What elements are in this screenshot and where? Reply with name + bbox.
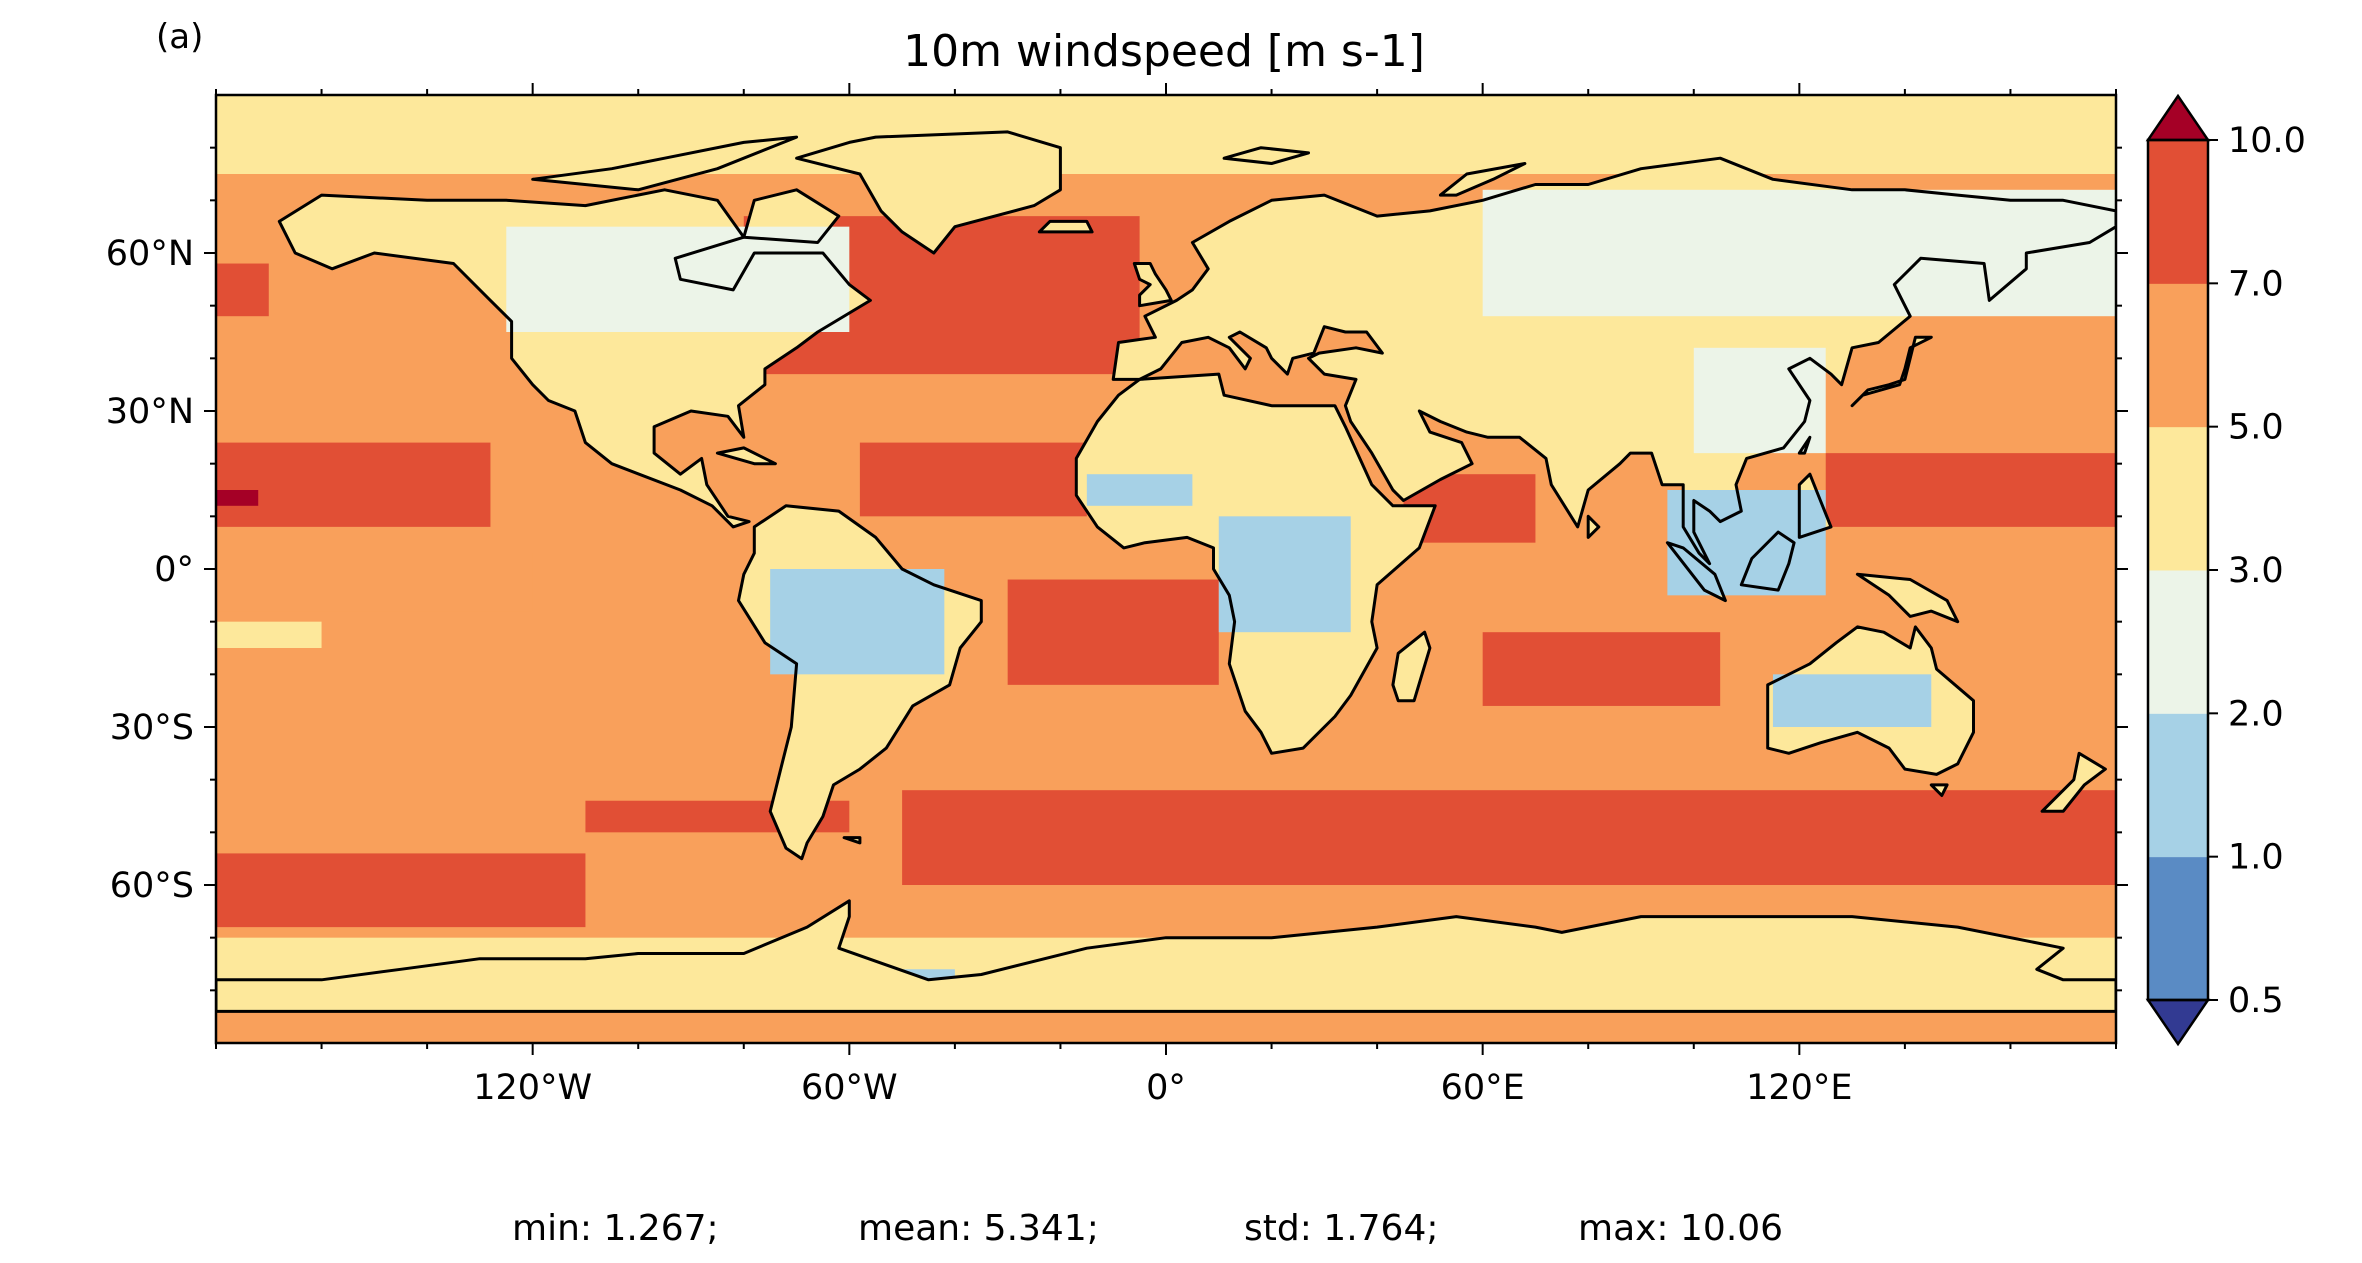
zone-tropical-pacific-warm xyxy=(216,621,322,648)
land-cuba xyxy=(717,447,776,464)
coastline-tasmania xyxy=(1929,783,1949,797)
land-new-guinea xyxy=(1857,574,1958,622)
zone-atlantic-trades xyxy=(859,442,1087,517)
coastline-madagascar xyxy=(1391,630,1432,703)
coastline-new-zealand xyxy=(2040,751,2107,813)
colorbar-tick-label: 0.5 xyxy=(2228,981,2284,1021)
coastline-japan xyxy=(1850,335,1933,408)
stat-std: std: 1.764; xyxy=(1244,1208,1438,1249)
land-zone-amazon-basin xyxy=(770,569,945,675)
x-tick-label: 60°E xyxy=(1441,1068,1525,1108)
colorbar-tick-label: 5.0 xyxy=(2228,408,2284,448)
zone-hawaii-max xyxy=(216,490,259,506)
coastline-new-guinea xyxy=(1855,572,1960,624)
stat-max: max: 10.06 xyxy=(1578,1208,1783,1249)
coastline-greenland xyxy=(795,130,1062,255)
zone-equatorial-pacific-calm xyxy=(216,553,533,612)
land-sri-lanka xyxy=(1588,516,1599,538)
map-title: 10m windspeed [m s-1] xyxy=(903,26,1425,77)
land-north-america xyxy=(279,189,871,527)
y-axis: 60°N 30°N 0° 30°S 60°S xyxy=(106,146,2128,992)
land-zone-australia-interior xyxy=(1772,674,1932,727)
map-area xyxy=(216,95,2116,1043)
stats-line: min: 1.267; mean: 5.341; std: 1.764; max… xyxy=(512,1208,1783,1249)
x-tick-label: 60°W xyxy=(801,1068,898,1108)
zone-indian-ocean-trades xyxy=(1482,632,1721,706)
colorbar-tick-label: 2.0 xyxy=(2228,694,2284,734)
y-tick-label: 30°S xyxy=(110,708,194,748)
land-ellesmere-islands xyxy=(532,137,797,190)
coastlines xyxy=(216,130,2116,1013)
coastline-cuba xyxy=(715,446,777,466)
zone-south-pacific-storm-track xyxy=(216,853,586,928)
colorbar-tick-label: 7.0 xyxy=(2228,264,2284,304)
zone-west-pacific-trades xyxy=(1825,453,2116,527)
colorbar-segment xyxy=(2148,713,2208,858)
zone-north-pacific-storm-track xyxy=(216,263,269,317)
coastline-antarctica xyxy=(216,899,2116,1013)
colorbar-under-extend xyxy=(2145,998,2211,1047)
x-axis: 120°W 60°W 0° 60°E 120°E xyxy=(215,83,2117,1108)
colorbar-segment xyxy=(2148,856,2208,1001)
land-wind-zones xyxy=(506,189,2116,727)
y-tick-label: 30°N xyxy=(106,392,194,432)
x-tick-label: 120°W xyxy=(473,1068,592,1108)
colorbar-segment xyxy=(2148,570,2208,714)
zone-arctic-ocean xyxy=(216,95,2116,174)
coastline-philippines xyxy=(1797,472,1833,539)
coastline-sri-lanka xyxy=(1586,514,1601,539)
colorbar-tick-label: 1.0 xyxy=(2228,838,2284,878)
land-antarctica xyxy=(216,900,2116,1012)
land-iceland xyxy=(1039,221,1093,232)
y-tick-label: 60°S xyxy=(110,866,194,906)
coastline-borneo xyxy=(1739,530,1796,592)
stat-min: min: 1.267; xyxy=(512,1208,719,1249)
colorbar-over-extend xyxy=(2145,93,2211,142)
land-zone-china xyxy=(1693,347,1826,454)
x-tick-label: 120°E xyxy=(1746,1068,1852,1108)
colorbar: 0.5 1.0 2.0 3.0 5.0 7.0 10.0 xyxy=(2145,93,2306,1047)
land-zone-siberia xyxy=(1482,189,2116,317)
zone-southern-ocean-band xyxy=(902,790,2116,885)
coastline-taiwan xyxy=(1797,435,1812,455)
colorbar-segment xyxy=(2148,283,2208,428)
coastline-ellesmere-islands xyxy=(531,135,799,192)
zone-north-pacific-trades xyxy=(216,442,491,527)
coastline-eurasia xyxy=(1111,156,2116,566)
coastline-sumatra xyxy=(1665,541,1727,603)
land-uk xyxy=(1134,263,1172,306)
land-greenland xyxy=(796,131,1061,253)
coastline-iceland xyxy=(1037,219,1094,234)
land-novaya-zemlya xyxy=(1440,163,1525,196)
coastline-falklands xyxy=(842,836,862,845)
land-zone-sahel-west xyxy=(1086,474,1193,506)
coastline-north-america xyxy=(277,188,872,529)
colorbar-tick-label: 3.0 xyxy=(2228,551,2284,591)
coastline-uk xyxy=(1132,262,1173,308)
zone-south-atlantic-trades xyxy=(1007,579,1219,685)
colorbar-tick-label: 10.0 xyxy=(2228,121,2306,161)
y-tick-label: 60°N xyxy=(106,234,194,274)
land-zone-canada-boreal xyxy=(506,226,850,332)
coastline-baffin-island xyxy=(742,188,841,244)
land-madagascar xyxy=(1392,632,1430,701)
coastline-africa xyxy=(1074,372,1437,755)
land-zone-congo-basin xyxy=(1218,516,1351,633)
colorbar-segment xyxy=(2148,426,2208,571)
stat-mean: mean: 5.341; xyxy=(858,1208,1099,1249)
coastline-south-america xyxy=(737,504,983,861)
y-tick-label: 0° xyxy=(154,550,194,590)
colorbar-segment xyxy=(2148,140,2208,284)
coastline-novaya-zemlya xyxy=(1438,162,1527,197)
coastline-australia xyxy=(1766,625,1975,776)
x-tick-label: 0° xyxy=(1146,1068,1186,1108)
panel-label: (a) xyxy=(156,17,203,57)
coastline-svalbard xyxy=(1222,146,1310,165)
